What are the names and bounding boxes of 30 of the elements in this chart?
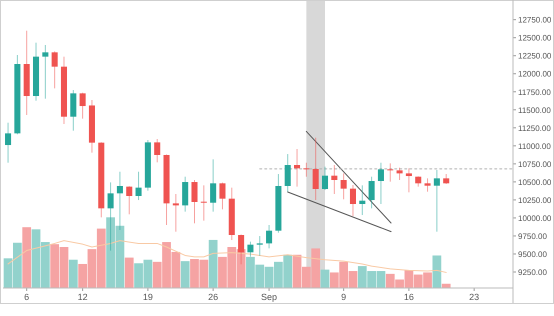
y-tick-label: 12500.00 bbox=[518, 34, 552, 43]
x-tick-label: 23 bbox=[469, 292, 480, 302]
y-tick-label: 10500.00 bbox=[518, 178, 552, 187]
y-tick-label: 10250.00 bbox=[518, 196, 552, 205]
y-tick-label: 12750.00 bbox=[518, 16, 552, 25]
y-tick-label: 10000.00 bbox=[518, 214, 552, 223]
bar bbox=[22, 227, 32, 288]
x-tick-label: 6 bbox=[24, 292, 30, 302]
x-tick-label: 12 bbox=[78, 292, 88, 302]
y-tick-label: 11000.00 bbox=[518, 142, 552, 151]
y-tick-label: 11500.00 bbox=[518, 106, 552, 115]
bar bbox=[124, 258, 134, 288]
bar bbox=[320, 270, 330, 288]
bar bbox=[208, 240, 218, 288]
y-tick-label: 11750.00 bbox=[518, 88, 552, 97]
x-tick-label: 26 bbox=[208, 292, 218, 302]
x-tick-label: 19 bbox=[142, 292, 153, 302]
y-tick-label: 12000.00 bbox=[518, 70, 552, 79]
x-tick-label: 9 bbox=[341, 292, 346, 302]
x-tick-label: Sep bbox=[261, 292, 278, 302]
y-tick-label: 11250.00 bbox=[518, 124, 552, 133]
y-tick-label: 12250.00 bbox=[518, 52, 552, 61]
y-tick-label: 9500.00 bbox=[518, 250, 548, 259]
bar bbox=[68, 260, 78, 288]
y-tick-label: 10750.00 bbox=[518, 160, 552, 169]
x-tick-label: 16 bbox=[404, 292, 414, 302]
bar bbox=[180, 261, 190, 288]
bar bbox=[432, 255, 442, 288]
y-tick-label: 9250.00 bbox=[518, 268, 548, 277]
y-tick-label: 9750.00 bbox=[518, 232, 548, 241]
